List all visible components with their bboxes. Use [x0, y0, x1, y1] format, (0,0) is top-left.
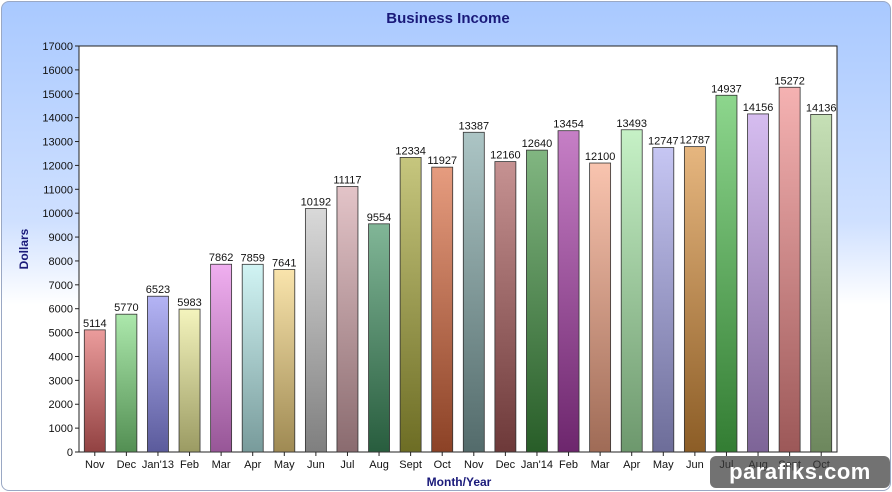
- bar: [210, 263, 233, 453]
- bar: [557, 130, 580, 453]
- bar: [683, 146, 706, 453]
- bar-value-label: 12334: [395, 145, 426, 157]
- y-tick-label: 14000: [42, 113, 73, 125]
- x-tick-label: Oct: [434, 459, 451, 471]
- x-tick-label: Jun: [686, 459, 704, 471]
- x-tick-label: Mar: [212, 459, 231, 471]
- bar: [241, 263, 264, 453]
- bar-value-label: 9554: [367, 212, 391, 224]
- x-axis-title: Month/Year: [427, 475, 492, 489]
- bar: [115, 313, 138, 453]
- y-axis-title: Dollars: [17, 228, 31, 269]
- bar-value-label: 5983: [177, 297, 201, 309]
- x-tick-label: Jan'14: [521, 459, 553, 471]
- y-tick-label: 12000: [42, 160, 73, 172]
- bar-value-label: 14937: [711, 83, 742, 95]
- bar-value-label: 11927: [427, 155, 457, 167]
- bar: [273, 269, 296, 453]
- y-tick-label: 5000: [49, 328, 73, 340]
- x-tick-label: Dec: [496, 459, 516, 471]
- y-axis: 0 1000 2000 3000 4000 5000 6000 7000 8000 9000 100…: [42, 41, 79, 459]
- y-tick-label: 10000: [42, 208, 73, 220]
- x-tick-label: Jun: [307, 459, 325, 471]
- bar: [620, 129, 643, 453]
- bar-value-label: 12747: [648, 136, 679, 148]
- y-tick-label: 4000: [49, 351, 73, 363]
- x-tick-label: Nov: [464, 459, 484, 471]
- y-tick-label: 9000: [49, 232, 73, 244]
- y-tick-label: 2000: [49, 399, 73, 411]
- y-tick-label: 17000: [42, 41, 73, 53]
- bar: [368, 223, 390, 453]
- x-tick-label: Nov: [85, 459, 105, 471]
- bar: [778, 86, 801, 453]
- bar: [715, 94, 738, 453]
- bar-value-label: 14156: [743, 102, 774, 114]
- y-tick-label: 16000: [42, 65, 73, 77]
- y-tick-label: 0: [67, 447, 73, 459]
- x-tick-label: Feb: [180, 459, 199, 471]
- bar: [462, 131, 485, 453]
- x-tick-label: Aug: [369, 459, 389, 471]
- bar: [589, 162, 612, 453]
- bar: [652, 147, 675, 453]
- bar-value-label: 12640: [522, 138, 553, 150]
- bar-value-label: 7862: [209, 252, 233, 264]
- bar: [810, 113, 833, 453]
- y-tick-label: 6000: [49, 304, 73, 316]
- x-tick-label: May: [653, 459, 674, 471]
- bar: [431, 166, 454, 453]
- bar: [304, 208, 327, 453]
- bar-value-label: 7859: [240, 252, 264, 264]
- bar-value-label: 11117: [333, 174, 361, 186]
- bar: [399, 157, 422, 453]
- bar: [747, 113, 769, 453]
- bar-value-label: 12100: [585, 151, 616, 163]
- y-tick-label: 8000: [49, 256, 73, 268]
- bar-value-label: 12787: [680, 135, 711, 147]
- chart-title: Business Income: [386, 10, 509, 27]
- y-tick-label: 3000: [49, 375, 73, 387]
- bar: [178, 308, 201, 453]
- y-tick-label: 15000: [42, 89, 73, 101]
- x-axis: Nov Dec Jan'13 Feb Mar Apr May Jun Jul Aug Sept Oct…: [85, 452, 830, 471]
- x-tick-label: Feb: [559, 459, 578, 471]
- bar: [83, 329, 106, 453]
- x-tick-label: Dec: [117, 459, 137, 471]
- bar-value-label: 5114: [83, 318, 107, 330]
- x-tick-label: Jul: [340, 459, 354, 471]
- bar: [494, 161, 517, 453]
- bar-value-label: 7641: [272, 258, 296, 270]
- y-tick-label: 7000: [49, 280, 73, 292]
- y-tick-label: 11000: [43, 184, 73, 196]
- bar-value-label: 12160: [490, 150, 521, 162]
- bar-value-label: 14136: [806, 102, 837, 114]
- y-tick-label: 13000: [42, 137, 73, 149]
- bar: [147, 295, 169, 453]
- bar: [336, 186, 359, 453]
- bar-value-label: 13454: [553, 119, 584, 131]
- bar-value-label: 15272: [774, 75, 805, 87]
- x-tick-label: Apr: [244, 459, 261, 471]
- x-tick-label: Mar: [591, 459, 610, 471]
- x-tick-label: Apr: [623, 459, 640, 471]
- bar-value-label: 13493: [616, 118, 647, 130]
- x-tick-label: Sept: [399, 459, 422, 471]
- bar-value-label: 13387: [458, 120, 489, 132]
- bar-value-label: 5770: [114, 302, 138, 314]
- y-tick-label: 1000: [49, 423, 73, 435]
- bar-value-label: 6523: [146, 284, 170, 296]
- bar: [526, 149, 548, 453]
- x-tick-label: Jan'13: [142, 459, 174, 471]
- watermark: parafiks.com: [710, 456, 890, 488]
- bar-value-label: 10192: [301, 197, 332, 209]
- x-tick-label: May: [274, 459, 295, 471]
- plot-area: [78, 45, 838, 453]
